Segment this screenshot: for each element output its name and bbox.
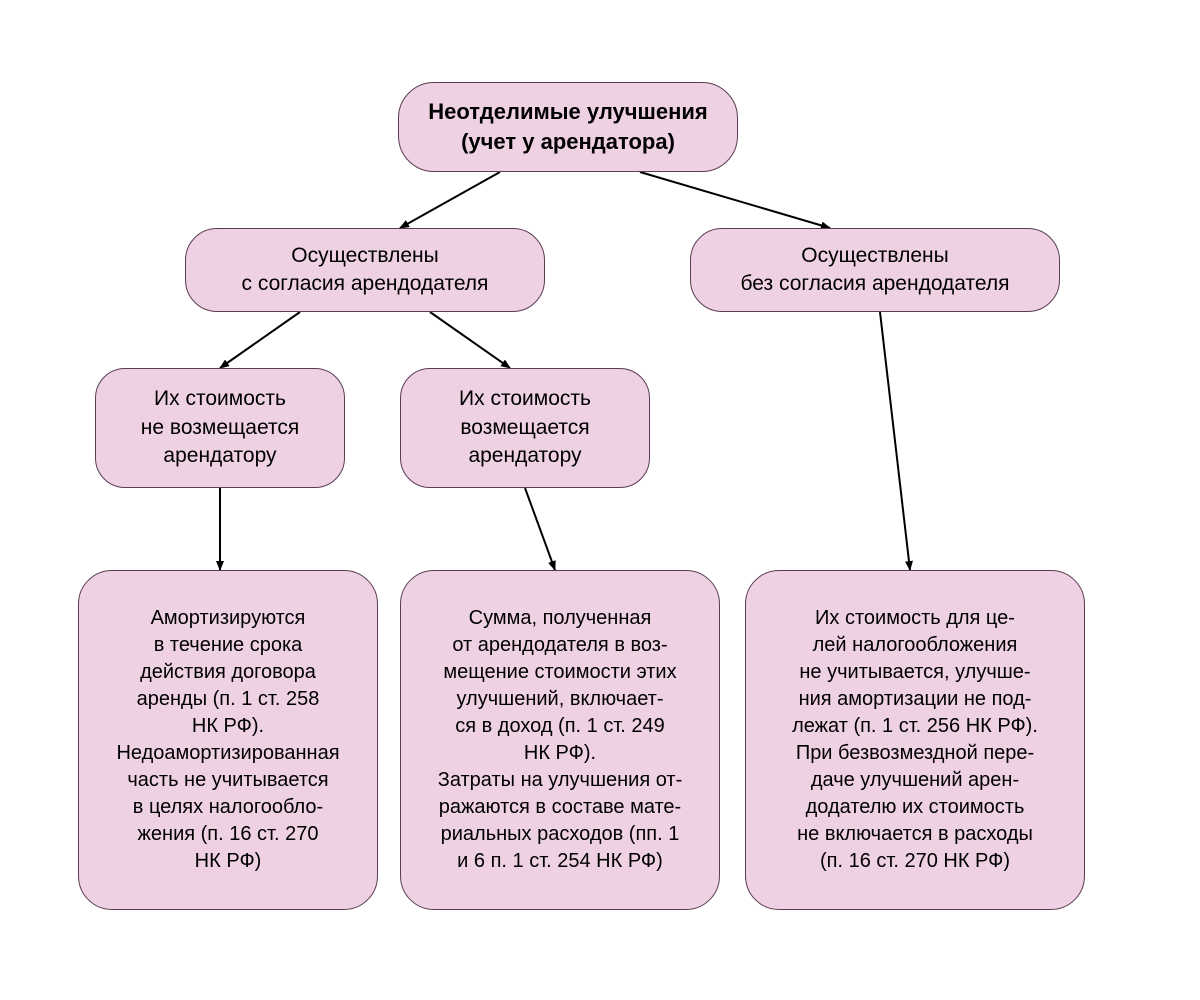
node-label: Сумма, полученнаяот арендодателя в воз-м…	[438, 605, 682, 875]
edge-without_consent-to-outcome_excluded	[880, 312, 910, 570]
node-label: Их стоимость для це-лей налогообложениян…	[792, 605, 1038, 875]
node-label: Амортизируютсяв течение срокадействия до…	[116, 605, 339, 875]
edge-root-to-without_consent	[640, 172, 830, 228]
flowchart-node-outcome_amort: Амортизируютсяв течение срокадействия до…	[78, 570, 378, 910]
edge-with_consent-to-reimbursed	[430, 312, 510, 368]
node-label: Осуществленыс согласия арендодателя	[242, 242, 489, 299]
flowchart-node-outcome_excluded: Их стоимость для це-лей налогообложениян…	[745, 570, 1085, 910]
flowchart-node-root: Неотделимые улучшения(учет у арендатора)	[398, 82, 738, 172]
node-label: Неотделимые улучшения(учет у арендатора)	[428, 97, 707, 156]
flowchart-node-with_consent: Осуществленыс согласия арендодателя	[185, 228, 545, 312]
edge-with_consent-to-not_reimbursed	[220, 312, 300, 368]
node-label: Их стоимостьвозмещаетсяарендатору	[459, 385, 591, 470]
flowchart-node-without_consent: Осуществленыбез согласия арендодателя	[690, 228, 1060, 312]
node-label: Осуществленыбез согласия арендодателя	[740, 242, 1009, 299]
edge-root-to-with_consent	[400, 172, 500, 228]
flowchart-node-reimbursed: Их стоимостьвозмещаетсяарендатору	[400, 368, 650, 488]
edge-reimbursed-to-outcome_income	[525, 488, 555, 570]
flowchart-node-not_reimbursed: Их стоимостьне возмещаетсяарендатору	[95, 368, 345, 488]
node-label: Их стоимостьне возмещаетсяарендатору	[141, 385, 299, 470]
flowchart-node-outcome_income: Сумма, полученнаяот арендодателя в воз-м…	[400, 570, 720, 910]
